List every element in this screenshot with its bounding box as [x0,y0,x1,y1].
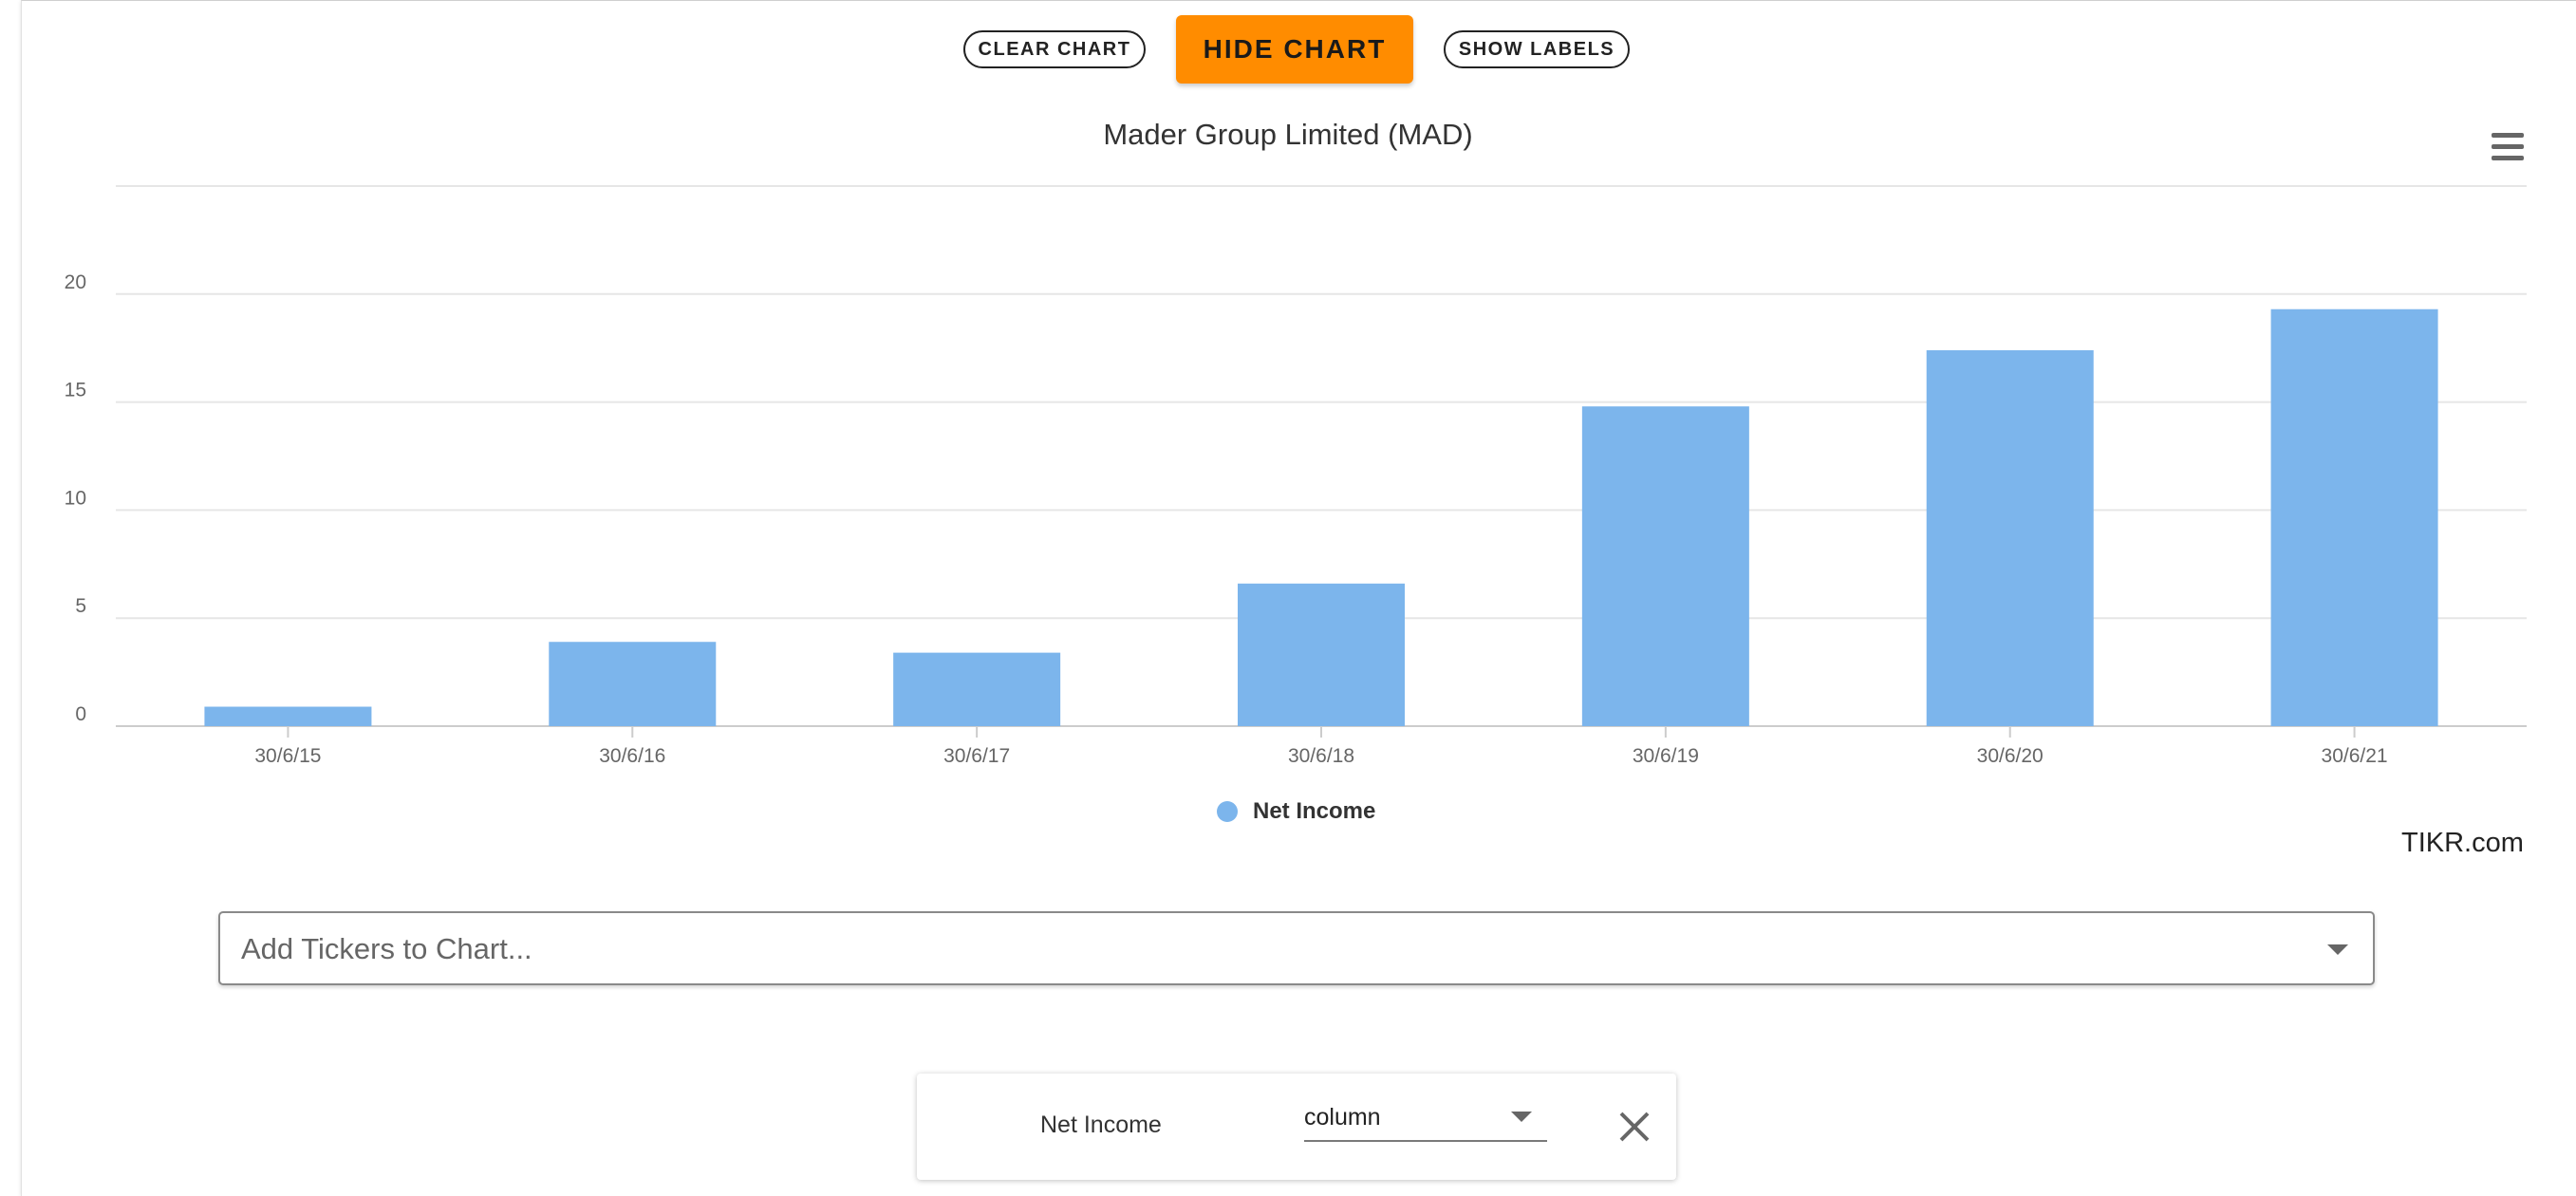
series-type-value: column [1304,1104,1381,1131]
series-config-card: Net Income column [917,1074,1676,1180]
y-tick-label: 0 [75,703,86,725]
x-tick-label: 30/6/17 [943,745,1010,767]
clear-chart-button[interactable]: CLEAR CHART [963,30,1146,68]
y-tick-label: 10 [65,487,86,509]
chart-plot-area: 0 5 10 15 20 30/6/15 30/6/16 30/6/17 30/6/18 30/6… [65,185,2527,767]
x-tick-label: 30/6/15 [254,745,321,767]
bar[interactable] [204,706,372,726]
hide-chart-button[interactable]: HIDE CHART [1176,15,1413,84]
series-type-select[interactable]: column [1304,1098,1547,1142]
bar[interactable] [893,652,1061,726]
series-name-label: Net Income [1040,1112,1162,1138]
bar[interactable] [1581,406,1749,726]
chevron-down-icon[interactable] [2327,944,2348,955]
chevron-down-icon[interactable] [1511,1112,1532,1122]
x-tick-label: 30/6/16 [599,745,665,767]
ticker-search-input[interactable] [239,913,2284,985]
y-tick-label: 15 [65,380,86,402]
y-tick-label: 5 [75,595,86,617]
chart-title: Mader Group Limited (MAD) [1103,118,1473,151]
chart-toolbar: CLEAR CHART HIDE CHART SHOW LABELS [0,15,2576,84]
bar[interactable] [1926,349,2094,726]
legend-item-net-income[interactable]: Net Income [1217,797,1375,826]
chart-credit[interactable]: TIKR.com [2401,828,2524,858]
legend-marker [1217,801,1238,822]
ticker-search-box[interactable] [218,911,2375,985]
close-icon[interactable] [1617,1110,1652,1144]
x-tick-label: 30/6/20 [1977,745,2044,767]
x-tick-label: 30/6/21 [2322,745,2388,767]
legend-label: Net Income [1253,798,1376,824]
y-tick-label: 20 [65,271,86,293]
bar[interactable] [1238,583,1405,726]
bar[interactable] [549,642,717,726]
x-tick-label: 30/6/18 [1288,745,1354,767]
x-tick-label: 30/6/19 [1633,745,1699,767]
hamburger-menu-icon[interactable] [2492,133,2524,161]
bar[interactable] [2270,308,2438,726]
show-labels-button[interactable]: SHOW LABELS [1444,30,1630,68]
